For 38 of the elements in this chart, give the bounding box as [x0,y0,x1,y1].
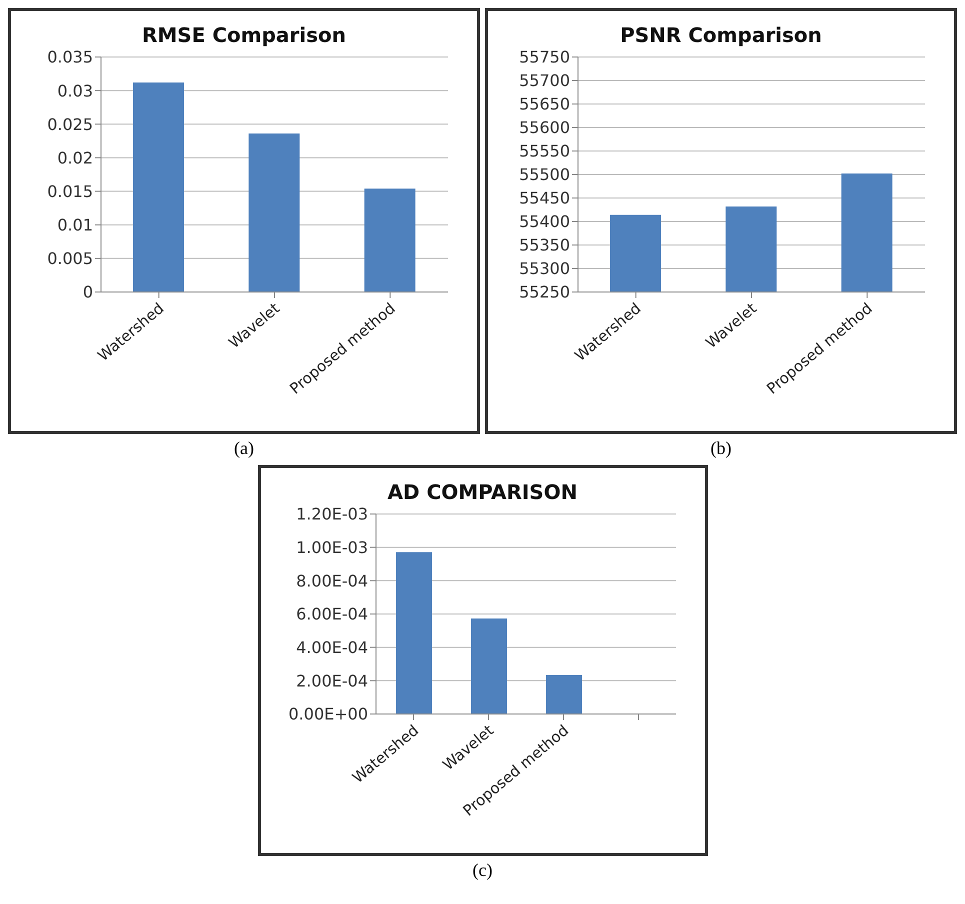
text: (a) [234,438,254,459]
chart-title: RMSE Comparison [140,23,347,47]
y-tick-label: 0.025 [47,114,93,134]
y-tick-label: 4.00E-04 [296,638,368,658]
bar [133,82,184,292]
y-tick-label: 55350 [519,236,570,255]
y-tick-label: 0.01 [57,216,93,235]
y-tick-label: 55300 [519,259,570,278]
y-tick-label: 0.03 [57,81,93,100]
y-tick-label: 55600 [519,118,570,138]
bar [248,134,300,292]
y-tick-label: 0.00E+00 [288,704,368,724]
y-tick-label: 6.00E-04 [296,604,368,624]
y-tick-label: 0.015 [47,182,93,201]
y-tick-label: 55750 [519,48,570,67]
y-tick-label: 0.02 [57,148,93,168]
y-tick-label: 55250 [519,282,570,302]
y-tick-label: 0.035 [47,48,93,67]
y-tick-label: 2.00E-04 [296,671,368,690]
bar [546,675,582,714]
bar [396,552,432,714]
y-tick-label: 55550 [519,142,570,161]
y-tick-label: 1.00E-03 [296,538,368,558]
y-tick-label: 55650 [519,94,570,114]
bar [470,618,506,714]
y-tick-label: 55700 [519,71,570,90]
y-tick-label: 1.20E-03 [296,504,368,524]
y-tick-label: 8.00E-04 [296,571,368,590]
y-tick-label: 0 [82,282,93,302]
y-tick-label: 55400 [519,212,570,232]
text: (b) [710,438,732,459]
chart-title: AD COMPARISON [386,480,578,504]
chart-title: PSNR Comparison [619,23,823,47]
y-tick-label: 0.005 [47,249,93,268]
bar [364,188,416,292]
y-tick-label: 55500 [519,165,570,184]
text: (c) [472,860,492,881]
y-tick-label: 55450 [519,188,570,208]
